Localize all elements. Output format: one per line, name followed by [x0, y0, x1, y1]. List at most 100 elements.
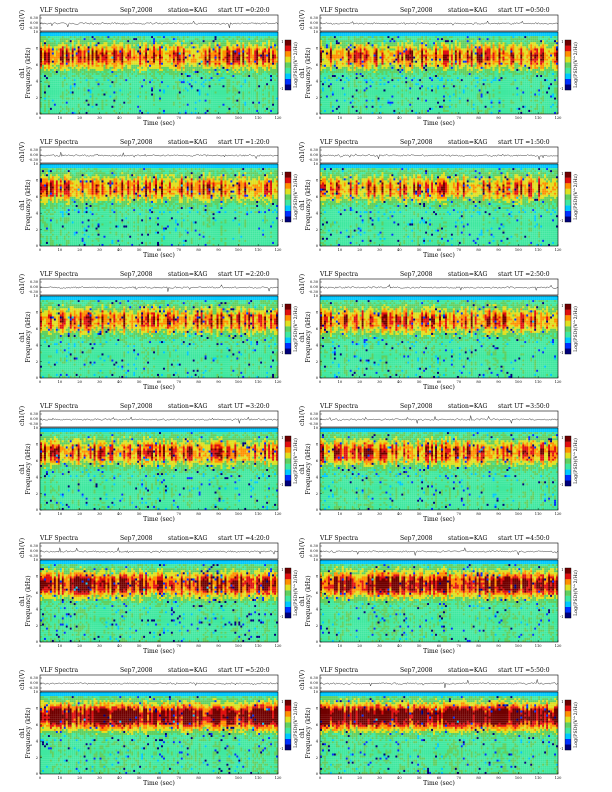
spectrogram-cell — [169, 42, 171, 44]
spectrogram-cell — [90, 48, 92, 50]
spectrogram-cell — [68, 57, 70, 59]
spectrogram-cell — [217, 59, 219, 61]
spectrogram-cell — [125, 77, 127, 79]
spectrogram-cell — [84, 67, 86, 69]
spectrogram-cell — [66, 57, 68, 59]
spectrogram-cell — [159, 65, 161, 67]
spectrogram-cell — [141, 38, 143, 40]
spectrogram-cell — [125, 65, 127, 67]
spectrogram-cell — [163, 32, 165, 34]
spectrogram-cell — [139, 75, 141, 77]
spectrogram-cell — [48, 44, 50, 46]
spectrogram-cell — [163, 34, 165, 36]
spectrogram-cell — [171, 42, 173, 44]
spectrogram-cell — [84, 59, 86, 61]
spectrogram-cell — [117, 42, 119, 44]
spectrogram-cell — [242, 77, 244, 79]
spectrogram-cell — [98, 61, 100, 63]
spectrogram-cell — [217, 63, 219, 65]
spectrogram-cell — [86, 65, 88, 67]
spectrogram-cell — [258, 36, 260, 38]
spectrogram-cell — [252, 32, 254, 34]
spectrogram-cell — [262, 40, 264, 42]
spectrogram-cell — [60, 81, 62, 83]
spectrogram-cell — [105, 48, 107, 50]
spectrogram-cell — [127, 67, 129, 69]
spectrogram-cell — [262, 38, 264, 40]
spectrogram-cell — [177, 36, 179, 38]
spectrogram-cell — [197, 69, 199, 71]
spectrogram-cell — [268, 32, 270, 34]
spectrogram-cell — [105, 63, 107, 65]
spectrogram-cell — [238, 44, 240, 46]
spectrogram-cell — [177, 48, 179, 50]
spectrogram-cell — [151, 75, 153, 77]
spectrogram-cell — [129, 36, 131, 38]
spectrogram-cell — [238, 59, 240, 61]
spectrogram-cell — [272, 69, 274, 71]
spectrogram-cell — [131, 67, 133, 69]
spectrogram-cell — [250, 61, 252, 63]
spectrogram-cell — [113, 83, 115, 85]
spectrogram-cell — [82, 38, 84, 40]
spectrogram-cell — [119, 34, 121, 36]
spectrogram-cell — [163, 55, 165, 57]
spectrogram-cell — [177, 69, 179, 71]
spectrogram-cell — [177, 71, 179, 73]
spectrogram-cell — [244, 50, 246, 52]
spectrogram-cell — [217, 38, 219, 40]
spectrogram-cell — [147, 34, 149, 36]
spectrogram-cell — [137, 32, 139, 34]
spectrogram-cell — [224, 32, 226, 34]
spectrogram-cell — [96, 38, 98, 40]
spectrogram-cell — [161, 34, 163, 36]
spectrogram-cell — [68, 38, 70, 40]
spectrogram-cell — [252, 46, 254, 48]
spectrogram-cell — [262, 61, 264, 63]
spectrogram-cell — [107, 40, 109, 42]
spectrogram-cell — [125, 36, 127, 38]
spectrogram-cell — [52, 61, 54, 63]
spectrogram-cell — [228, 32, 230, 34]
spectrogram-cell — [101, 38, 103, 40]
spectrogram-cell — [256, 61, 258, 63]
spectrogram-cell — [111, 59, 113, 61]
spectrogram-cell — [264, 34, 266, 36]
spectrogram-cell — [117, 67, 119, 69]
spectrogram-cell — [248, 75, 250, 77]
spectrogram-cell — [64, 63, 66, 65]
spectrogram-cell — [131, 53, 133, 55]
spectrogram-cell — [60, 53, 62, 55]
spectrogram-cell — [88, 63, 90, 65]
spectrogram-cell — [266, 36, 268, 38]
spectrogram-cell — [181, 65, 183, 67]
spectrogram-cell — [101, 75, 103, 77]
spectrogram-cell — [137, 46, 139, 48]
spectrogram-cell — [64, 50, 66, 52]
spectrogram-cell — [171, 55, 173, 57]
spectrogram-cell — [129, 50, 131, 52]
spectrogram-cell — [272, 42, 274, 44]
spectrogram-cell — [72, 81, 74, 83]
spectrogram-cell — [246, 42, 248, 44]
spectrogram-cell — [105, 61, 107, 63]
spectrogram-cell — [145, 65, 147, 67]
spectrogram-cell — [217, 71, 219, 73]
spectrogram-cell — [234, 50, 236, 52]
spectrogram-cell — [115, 79, 117, 81]
spectrogram-cell — [264, 57, 266, 59]
spectrogram-cell — [226, 40, 228, 42]
spectrogram-cell — [240, 32, 242, 34]
spectrogram-cell — [123, 50, 125, 52]
spectrogram-cell — [64, 69, 66, 71]
spectrogram-cell — [109, 61, 111, 63]
spectrogram-cell — [268, 59, 270, 61]
spectrogram-cell — [185, 40, 187, 42]
spectrogram-cell — [167, 61, 169, 63]
spectrogram-cell — [103, 59, 105, 61]
spectrogram-cell — [195, 55, 197, 57]
spectrogram-cell — [46, 42, 48, 44]
spectrogram-cell — [48, 38, 50, 40]
spectrogram-cell — [107, 55, 109, 57]
spectrogram-cell — [248, 48, 250, 50]
